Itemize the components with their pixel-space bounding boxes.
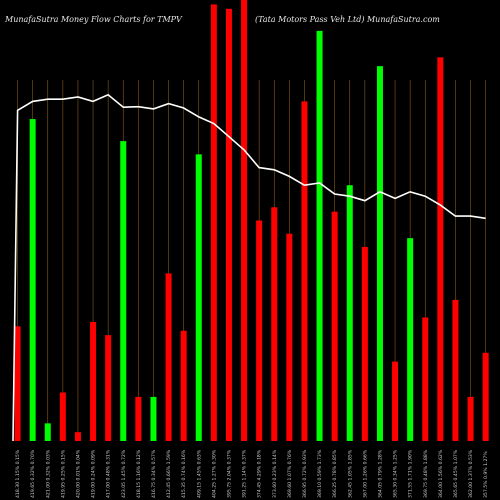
x-tick-label: 418.15 1.16% 0.12% [136, 449, 142, 498]
bar-26 [392, 361, 399, 441]
x-tick-label: 364.00 1.56% 0.62% [438, 449, 444, 498]
bar-14 [210, 4, 217, 441]
x-tick-label: 365.30 0.34% 1.25% [393, 449, 399, 498]
bar-5 [74, 432, 81, 441]
x-tick-label: 409.15 1.45% 0.63% [196, 449, 202, 498]
x-tick-label: 366.25 0.78% 0.85% [332, 449, 338, 498]
x-tick-label: 418.30 1.15% 0.15% [15, 449, 21, 498]
chart-title-left: MunafaSutra Money Flow Charts for TMPV [4, 15, 183, 24]
bar-29 [437, 57, 444, 442]
bar-27 [407, 238, 414, 441]
x-tick-label: 362.45 1.05% 1.85% [347, 449, 353, 498]
bar-20 [301, 101, 308, 442]
bar-6 [90, 321, 97, 441]
bar-4 [59, 392, 66, 441]
x-tick-labels: 418.30 1.15% 0.15% 419.65 0.32% 0.70% 421.… [15, 449, 489, 498]
bar-series [14, 0, 489, 442]
x-tick-label: 364.05 0.79% 1.28% [377, 449, 383, 498]
x-tick-label: 374.45 4.29% 0.18% [257, 449, 263, 498]
bar-31 [467, 396, 474, 441]
x-tick-label: 419.00 0.24% 0.09% [91, 449, 97, 498]
x-tick-label: 365.65 0.45% 1.07% [453, 449, 459, 498]
x-tick-label: 357.5% 0.9% 1.27% [483, 451, 489, 498]
bar-30 [452, 299, 459, 441]
bar-25 [376, 66, 383, 442]
bar-8 [120, 141, 127, 441]
x-tick-label: 373.60 0.23% 0.14% [272, 449, 278, 498]
bar-16 [241, 0, 248, 441]
bar-7 [105, 335, 112, 441]
bar-11 [165, 273, 172, 441]
chart-title-right: (Tata Motors Pass Veh Ltd) MunafaSutra.c… [255, 15, 440, 24]
bar-3 [44, 423, 51, 441]
bar-24 [361, 246, 368, 441]
x-tick-label: 419.65 0.32% 0.70% [30, 449, 36, 498]
x-tick-label: 369.75 0.48% 1.88% [423, 449, 429, 498]
x-tick-label: 391.25 1.14% 0.37% [242, 449, 248, 498]
price-line [12, 93, 486, 442]
bar-19 [286, 233, 293, 441]
x-tick-label: 371.55 1.71% 1.90% [408, 449, 414, 498]
bar-13 [195, 154, 202, 441]
x-tick-label: 395.75 2.04% 0.37% [226, 449, 232, 498]
bar-22 [331, 211, 338, 441]
x-tick-label: 417.00 0.48% 0.31% [106, 449, 112, 498]
bar-32 [482, 352, 489, 441]
price-line-group [12, 93, 486, 442]
x-tick-label: 416.75 0.34% 0.57% [151, 449, 157, 498]
x-tick-label: 366.95 0.72% 0.93% [302, 449, 308, 498]
bar-21 [316, 30, 323, 442]
bar-1 [14, 326, 21, 441]
x-tick-label: 421.00 0.32% 0.03% [45, 449, 51, 498]
bar-17 [256, 220, 263, 441]
bar-10 [150, 396, 157, 441]
x-tick-label: 367.00 1.26% 0.66% [362, 449, 368, 498]
x-tick-label: 423.05 1.45% 0.72% [121, 449, 127, 498]
x-tick-label: 369.10 0.59% 1.73% [317, 449, 323, 498]
bar-15 [225, 8, 232, 441]
x-tick-label: 420.00 0.01% 0.04% [75, 449, 81, 498]
bar-23 [346, 185, 353, 441]
x-tick-label: 415.35 0.74% 0.16% [181, 449, 187, 498]
bar-28 [422, 317, 429, 441]
bar-2 [29, 119, 36, 441]
bar-12 [180, 330, 187, 441]
bar-9 [135, 396, 142, 441]
x-tick-label: 419.95 0.25% 0.15% [60, 449, 66, 498]
x-tick-label: 362.00 1.37% 0.53% [468, 449, 474, 498]
x-tick-label: 369.60 1.07% 0.76% [287, 449, 293, 498]
x-tick-label: 412.45 0.66% 1.59% [166, 449, 172, 498]
bar-18 [271, 207, 278, 441]
x-tick-label: 404.25 1.27% 0.30% [211, 449, 217, 498]
